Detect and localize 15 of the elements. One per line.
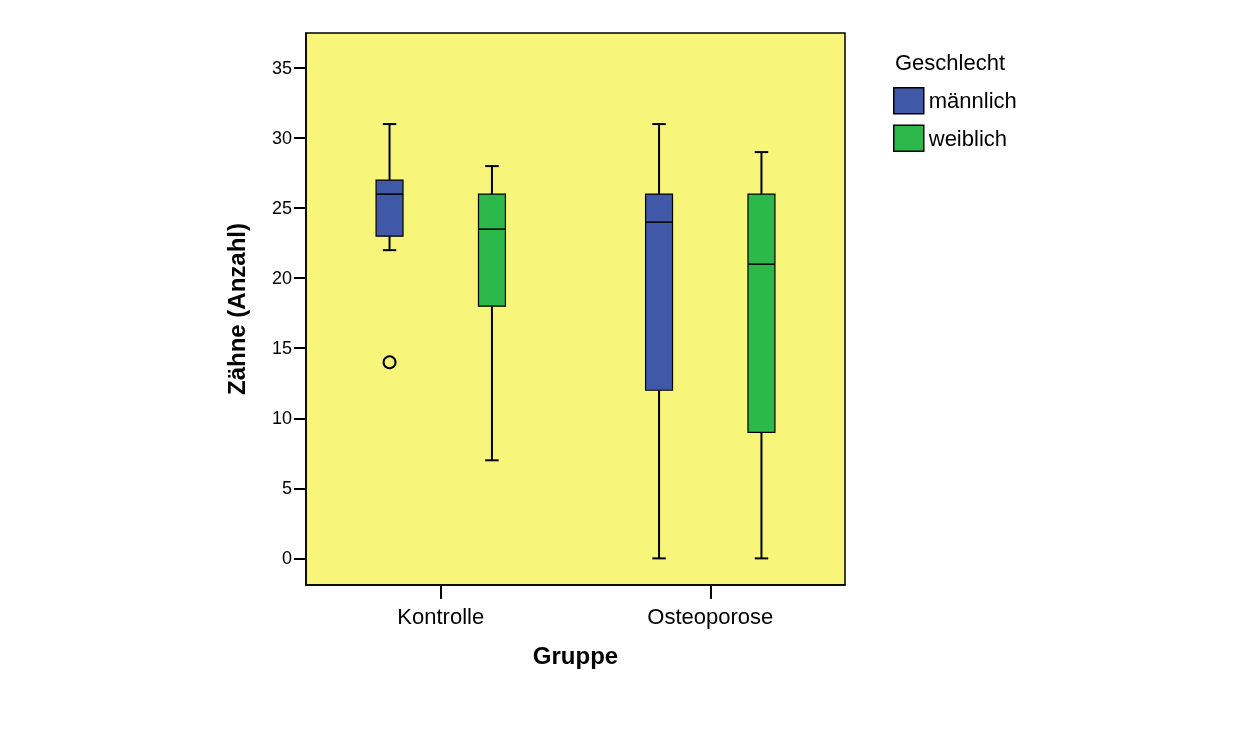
y-tick-label: 35 [271, 58, 292, 79]
y-tick-label: 5 [281, 478, 292, 499]
x-tick-label: Kontrolle [397, 603, 485, 629]
legend-label: männlich [928, 88, 1017, 114]
y-tick-label: 15 [271, 338, 292, 359]
legend-label: weiblich [927, 125, 1008, 151]
x-tick-label: Osteoporose [647, 603, 774, 629]
y-axis-title: Zähne (Anzahl) [222, 223, 250, 395]
legend-title: Geschlecht [895, 49, 1006, 75]
y-tick-label: 10 [271, 408, 292, 429]
y-tick-label: 30 [271, 128, 292, 149]
y-tick-label: 25 [271, 198, 292, 219]
x-axis-title: Gruppe [532, 641, 619, 669]
y-tick-label: 0 [281, 548, 292, 569]
y-tick-label: 20 [271, 268, 292, 289]
